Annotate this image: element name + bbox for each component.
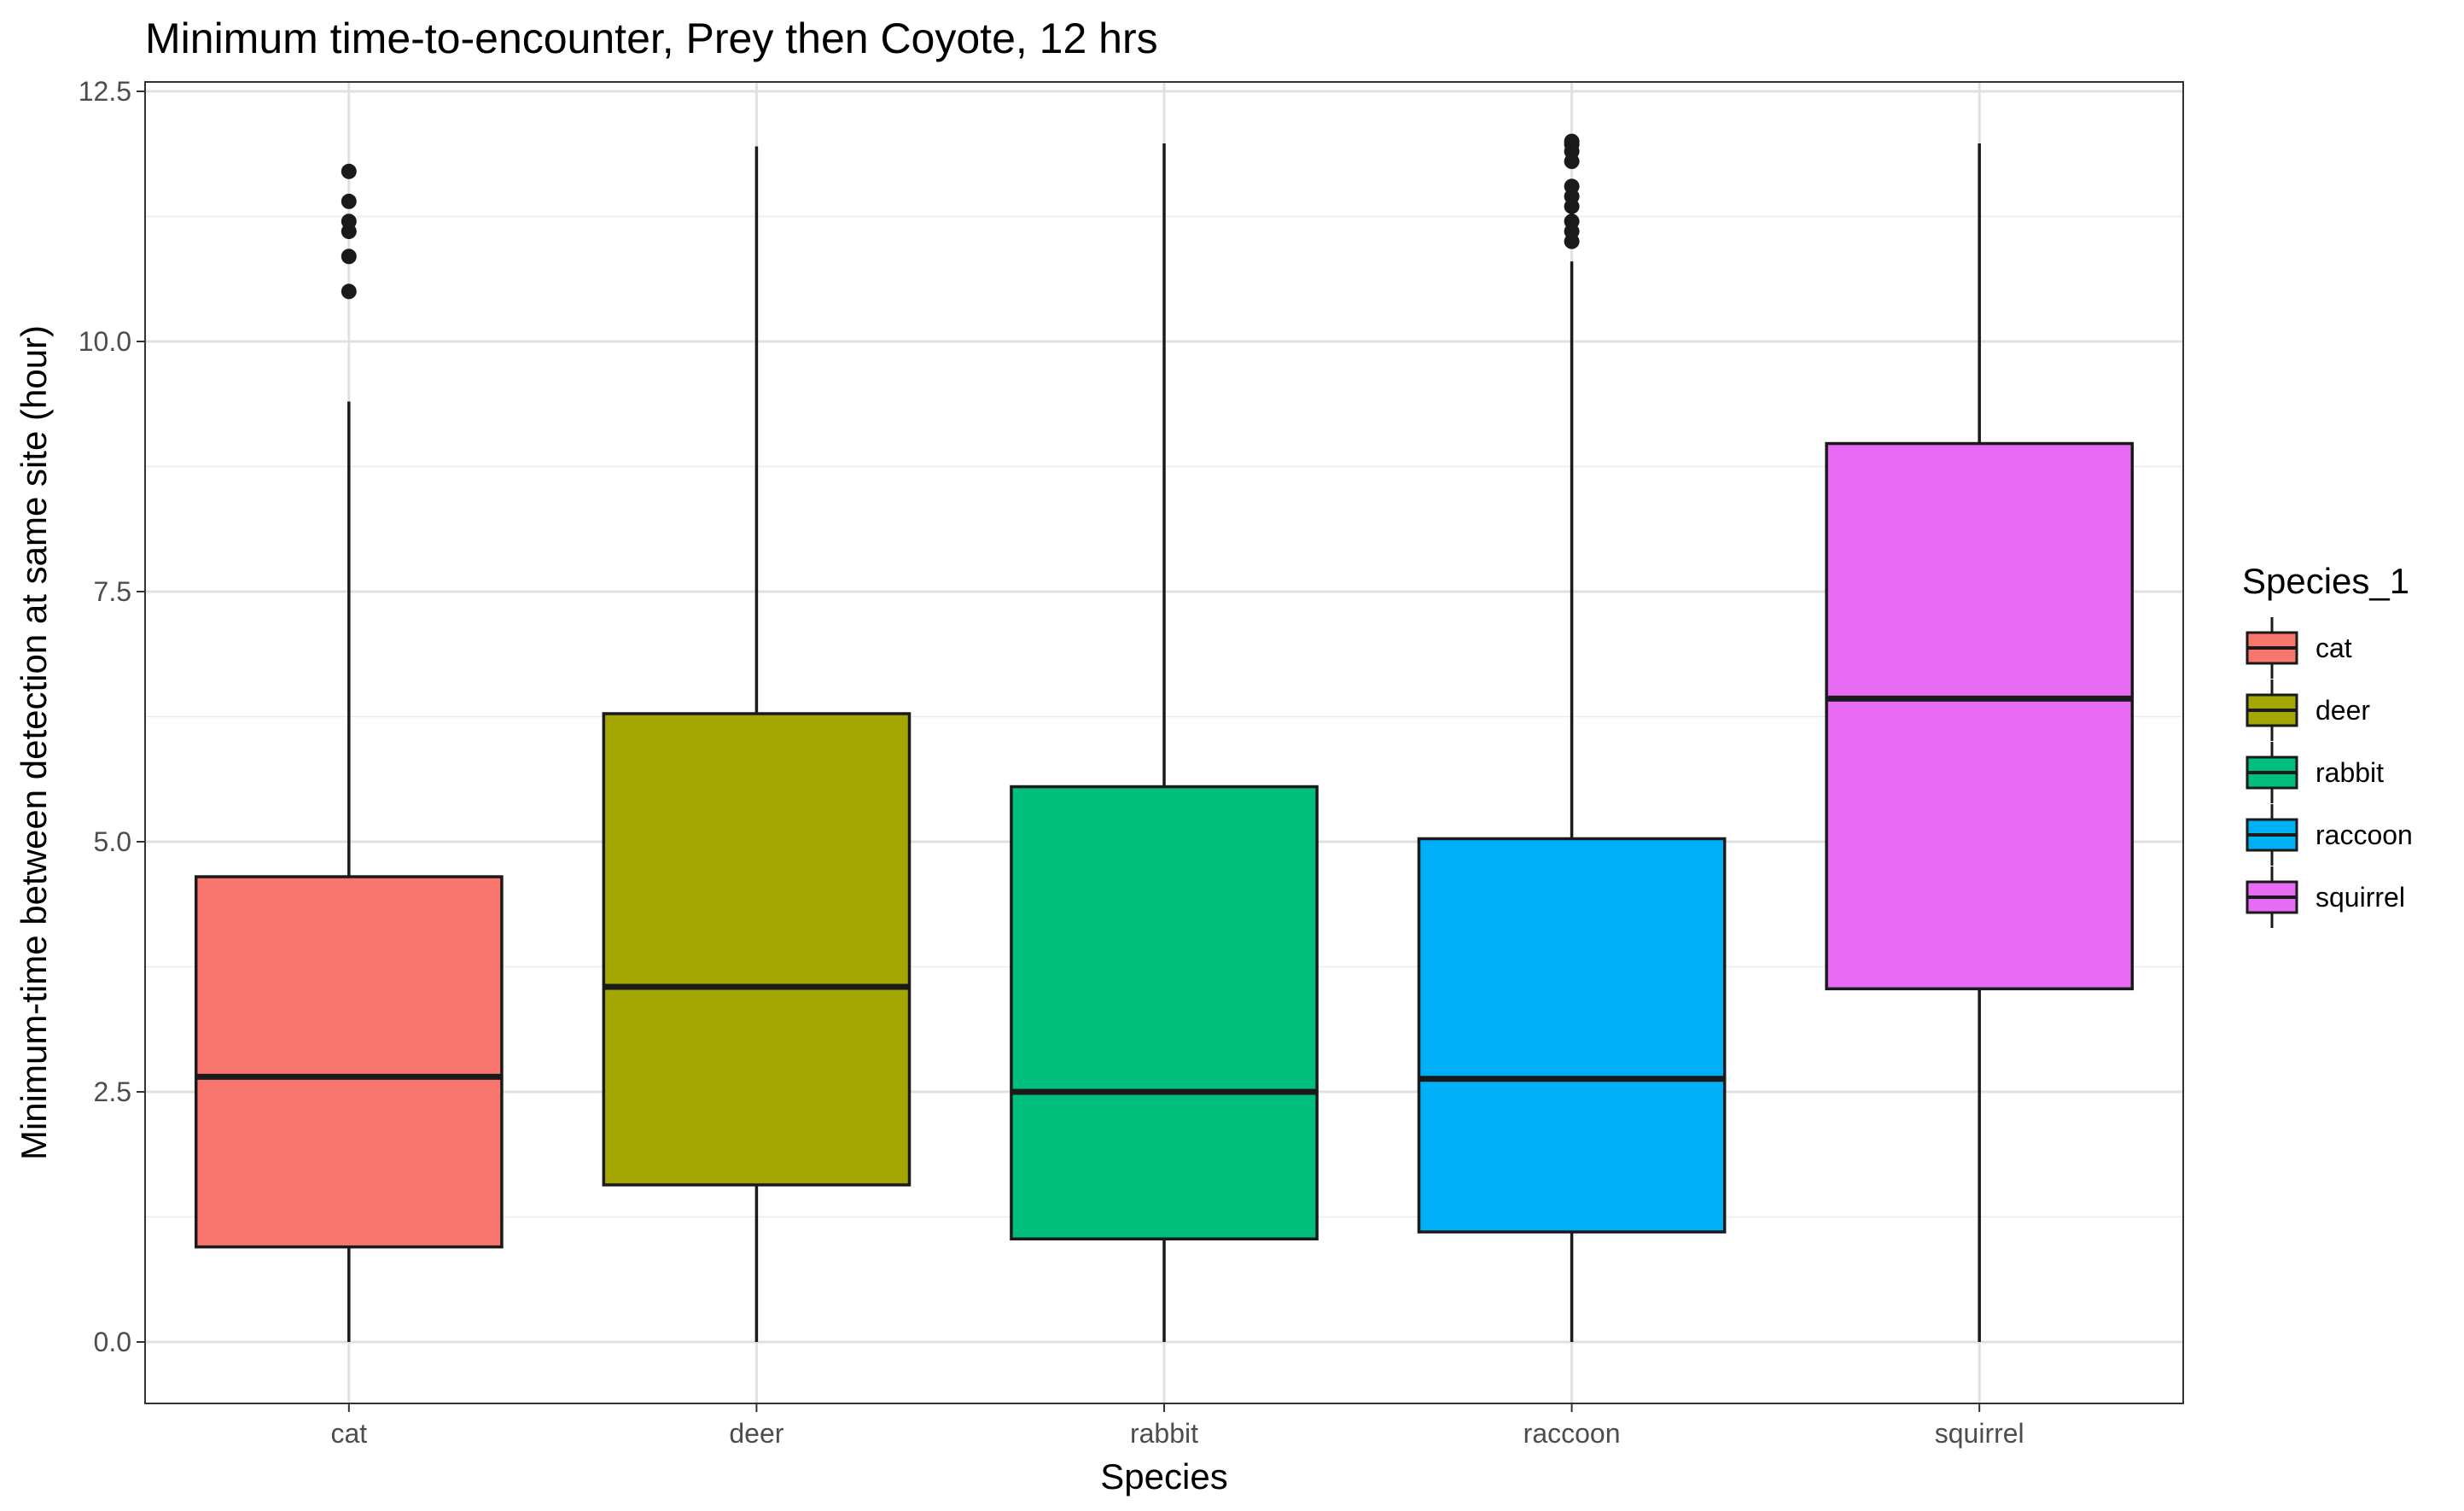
legend: Species_1 cat deer rabbit raccoon squirrel (2242, 561, 2413, 928)
outlier-point (341, 248, 357, 265)
y-axis: 0.0 2.5 5.0 7.5 10.0 12.5 (79, 76, 145, 1357)
outlier-point (1564, 178, 1580, 195)
x-tick-label: deer (729, 1418, 783, 1449)
y-tick-label: 2.5 (94, 1076, 131, 1107)
box-raccoon (1417, 133, 1727, 1342)
box-iqr (1417, 837, 1727, 1234)
legend-label: rabbit (2315, 757, 2384, 788)
legend-key-deer (2246, 680, 2298, 741)
y-tick-label: 0.0 (94, 1327, 131, 1357)
legend-title: Species_1 (2242, 561, 2409, 601)
box-iqr (602, 712, 912, 1187)
outlier-point (341, 283, 357, 300)
outlier-point (341, 193, 357, 209)
y-tick-label: 5.0 (94, 826, 131, 857)
x-tick-label: squirrel (1935, 1418, 2024, 1449)
outlier-point (1564, 133, 1580, 149)
box-squirrel (1825, 143, 2135, 1342)
legend-key-squirrel (2246, 866, 2298, 928)
box-iqr (194, 875, 504, 1249)
outlier-point (1564, 213, 1580, 230)
legend-label: squirrel (2315, 882, 2405, 913)
outlier-point (341, 213, 357, 230)
outlier-point (341, 163, 357, 179)
legend-label: deer (2315, 695, 2370, 726)
box-iqr (1010, 785, 1319, 1241)
box-cat (194, 163, 504, 1342)
box-rabbit (1010, 143, 1319, 1342)
legend-key-cat (2246, 617, 2298, 679)
y-tick-label: 7.5 (94, 576, 131, 607)
y-tick-label: 10.0 (79, 326, 131, 357)
y-tick-label: 12.5 (79, 76, 131, 107)
legend-label: raccoon (2315, 820, 2413, 850)
y-axis-title: Minimum-time between detection at same s… (14, 325, 54, 1160)
x-tick-label: raccoon (1523, 1418, 1621, 1449)
box-deer (602, 146, 912, 1342)
x-axis-title: Species (1100, 1456, 1227, 1496)
box-iqr (1825, 441, 2135, 991)
x-tick-label: cat (330, 1418, 367, 1449)
x-axis: cat deer rabbit raccoon squirrel (330, 1403, 2024, 1449)
legend-label: cat (2315, 633, 2352, 663)
box-series (194, 133, 2135, 1342)
legend-key-rabbit (2246, 742, 2298, 803)
x-tick-label: rabbit (1130, 1418, 1198, 1449)
legend-key-raccoon (2246, 804, 2298, 866)
chart-title: Minimum time-to-encounter, Prey then Coy… (145, 15, 1158, 62)
